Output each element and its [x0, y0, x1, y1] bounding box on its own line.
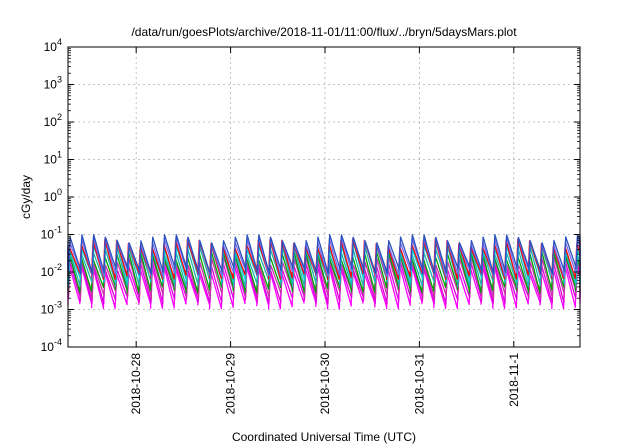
series-line	[67, 245, 581, 288]
x-tick-label: 2018-10-29	[224, 353, 238, 415]
x-axis: 2018-10-28 2018-10-29 2018-10-30 2018-10-31…	[129, 47, 521, 414]
y-tick-label: 10-4	[41, 337, 62, 354]
y-tick-label: 104	[44, 37, 62, 54]
series-line	[67, 261, 581, 305]
y-axis: 10-4 10-3 10-2 10-1 100 101 102 103 104	[41, 37, 580, 354]
y-tick-label: 102	[44, 112, 62, 129]
y-tick-label: 101	[44, 150, 62, 167]
x-tick-label: 2018-10-30	[318, 353, 332, 415]
series-line	[67, 256, 581, 299]
x-tick-label: 2018-10-31	[412, 353, 426, 415]
chart-title: /data/run/goesPlots/archive/2018-11-01/1…	[131, 25, 517, 39]
series-group	[67, 234, 581, 310]
series-line	[67, 249, 581, 294]
y-tick-label: 100	[44, 187, 62, 204]
y-tick-label: 103	[44, 75, 62, 92]
series-line	[67, 236, 581, 278]
y-tick-label: 10-1	[41, 225, 62, 242]
series-line	[67, 234, 581, 275]
series-line	[67, 264, 581, 310]
y-tick-label: 10-2	[41, 262, 62, 279]
x-axis-label: Coordinated Universal Time (UTC)	[232, 430, 416, 444]
x-tick-label: 2018-10-28	[129, 353, 143, 415]
x-tick-label: 2018-11-1	[507, 353, 521, 407]
y-axis-label: cGy/day	[19, 175, 33, 219]
y-tick-label: 10-3	[41, 300, 62, 317]
